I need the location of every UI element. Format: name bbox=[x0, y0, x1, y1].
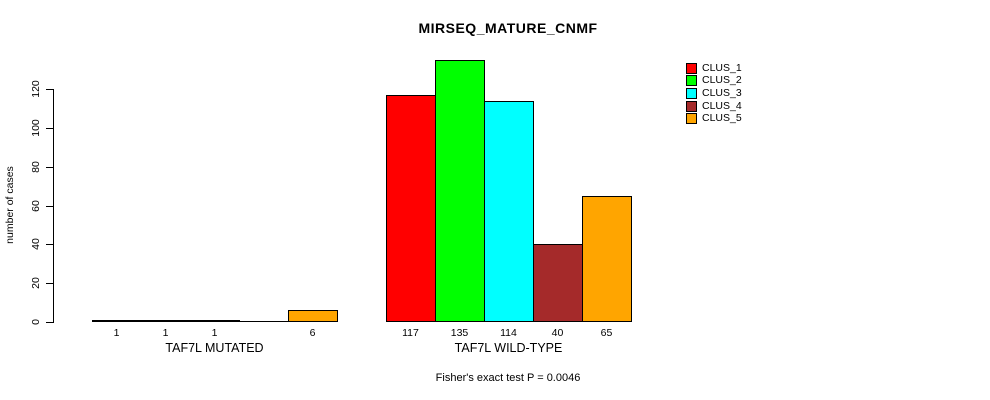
y-axis-tick-label: 20 bbox=[30, 277, 42, 289]
bar-clus_5-group2 bbox=[582, 196, 632, 322]
legend-label: CLUS_4 bbox=[702, 99, 742, 112]
y-axis-tick bbox=[46, 89, 53, 90]
y-axis-tick bbox=[46, 244, 53, 245]
legend-swatch-clus_5 bbox=[686, 113, 697, 125]
group-label-2: TAF7L WILD-TYPE bbox=[454, 341, 563, 355]
y-axis-tick bbox=[46, 128, 53, 129]
y-axis-tick-label: 100 bbox=[30, 119, 42, 137]
bar-clus_2-group2 bbox=[435, 60, 485, 322]
legend-swatch-clus_3 bbox=[686, 87, 697, 99]
bar-value-label: 117 bbox=[402, 327, 419, 339]
legend-swatch-clus_4 bbox=[686, 100, 697, 112]
y-axis-tick-label: 0 bbox=[30, 319, 42, 325]
y-axis-label: number of cases bbox=[4, 166, 16, 244]
y-axis-tick-label: 80 bbox=[30, 161, 42, 173]
bar-value-label: 65 bbox=[600, 327, 613, 339]
legend-label: CLUS_5 bbox=[702, 112, 742, 125]
bar-clus_2-group1 bbox=[141, 320, 191, 322]
legend-item-clus_4: CLUS_4 bbox=[686, 100, 742, 113]
legend-item-clus_3: CLUS_3 bbox=[686, 87, 742, 100]
legend: CLUS_1 CLUS_2 CLUS_3 CLUS_4 CLUS_5 bbox=[686, 62, 742, 125]
legend-label: CLUS_2 bbox=[702, 74, 742, 87]
legend-swatch-clus_1 bbox=[686, 62, 697, 74]
bar-clus_3-group2 bbox=[484, 101, 534, 322]
bar-clus_4-group1-zero bbox=[239, 321, 289, 322]
legend-swatch-clus_2 bbox=[686, 75, 697, 87]
y-axis-tick bbox=[46, 167, 53, 168]
y-axis-line bbox=[53, 89, 54, 323]
y-axis-tick-label: 120 bbox=[30, 80, 42, 98]
bar-value-label: 1 bbox=[211, 327, 218, 339]
bar-value-label: 135 bbox=[450, 327, 469, 339]
bar-clus_5-group1 bbox=[288, 310, 338, 322]
footnote-pvalue: Fisher's exact test P = 0.0046 bbox=[435, 372, 581, 384]
bar-value-label: 114 bbox=[500, 327, 517, 339]
legend-item-clus_2: CLUS_2 bbox=[686, 75, 742, 88]
group-label-1: TAF7L MUTATED bbox=[165, 341, 264, 355]
legend-item-clus_1: CLUS_1 bbox=[686, 62, 742, 75]
y-axis-tick bbox=[46, 283, 53, 284]
bar-clus_4-group2 bbox=[533, 244, 583, 322]
chart-title: MIRSEQ_MATURE_CNMF bbox=[418, 20, 598, 36]
bar-clus_1-group1 bbox=[92, 320, 142, 322]
bar-clus_1-group2 bbox=[386, 95, 436, 322]
legend-label: CLUS_1 bbox=[702, 61, 742, 74]
bar-value-label: 6 bbox=[309, 327, 316, 339]
y-axis-tick-label: 40 bbox=[30, 238, 42, 250]
bar-value-label: 1 bbox=[162, 327, 169, 339]
bar-clus_3-group1 bbox=[190, 320, 240, 322]
bar-value-label: 40 bbox=[551, 327, 564, 339]
legend-item-clus_5: CLUS_5 bbox=[686, 112, 742, 125]
y-axis-tick bbox=[46, 322, 53, 323]
y-axis-tick bbox=[46, 206, 53, 207]
legend-label: CLUS_3 bbox=[702, 86, 742, 99]
bar-value-label: 1 bbox=[113, 327, 120, 339]
y-axis-tick-label: 60 bbox=[30, 200, 42, 212]
